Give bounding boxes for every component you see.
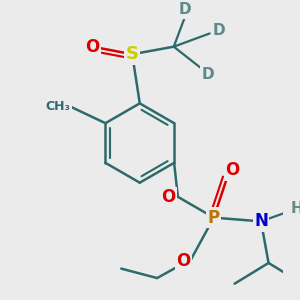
- Text: O: O: [161, 188, 176, 206]
- Text: P: P: [208, 208, 220, 226]
- Text: D: D: [201, 67, 214, 82]
- Text: O: O: [176, 252, 191, 270]
- Text: D: D: [179, 2, 191, 17]
- Text: H: H: [290, 201, 300, 216]
- Text: O: O: [85, 38, 100, 56]
- Text: CH₃: CH₃: [46, 100, 71, 113]
- Text: N: N: [254, 212, 268, 230]
- Text: D: D: [213, 23, 225, 38]
- Text: S: S: [126, 45, 139, 63]
- Text: O: O: [226, 161, 240, 179]
